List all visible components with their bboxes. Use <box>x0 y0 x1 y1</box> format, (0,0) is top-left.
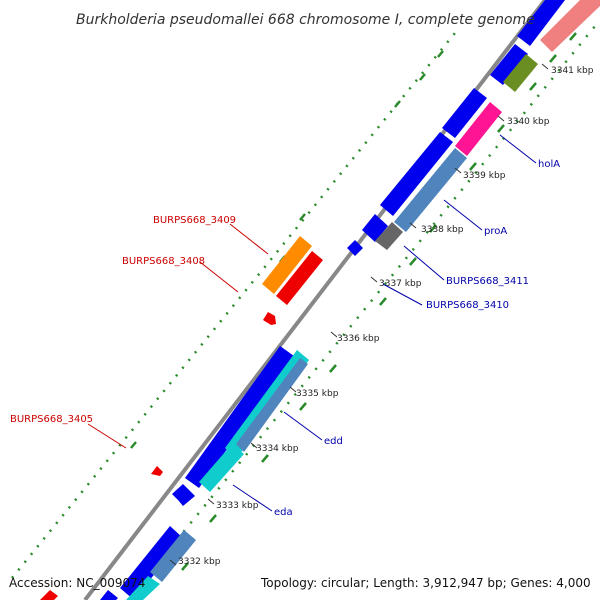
gc-dots-right <box>127 19 600 600</box>
cds-forward-3405[interactable] <box>151 466 163 476</box>
cds-forward-3409[interactable] <box>262 236 312 294</box>
accession-text: Accession: NC_009074 <box>9 576 145 590</box>
cds-inner-salmon[interactable] <box>540 0 600 52</box>
tick-3335: 3335 kbp <box>296 389 339 399</box>
tick-3332: 3332 kbp <box>178 557 221 567</box>
cds-reverse-5[interactable] <box>347 240 363 256</box>
topology-summary-text: Topology: circular; Length: 3,912,947 bp… <box>260 576 591 590</box>
reverse-strand-outer <box>100 0 565 600</box>
tick-3334: 3334 kbp <box>256 444 299 454</box>
tick-3338: 3338 kbp <box>421 225 464 235</box>
cds-inner-steel-edd[interactable] <box>236 358 308 452</box>
gene-label-edd[interactable]: edd <box>324 436 343 447</box>
cds-inner-steel-proa[interactable] <box>394 148 467 232</box>
tick-3341: 3341 kbp <box>551 66 594 76</box>
cds-inner-cyan-1[interactable] <box>126 576 160 600</box>
label-leader-lines <box>87 134 537 512</box>
gene-label-proa[interactable]: proA <box>484 226 507 237</box>
cds-inner-pink-hola[interactable] <box>455 102 502 156</box>
gene-label-burps668-3405[interactable]: BURPS668_3405 <box>10 414 93 425</box>
cds-inner-olive[interactable] <box>503 54 538 92</box>
cds-reverse-7[interactable] <box>380 132 453 216</box>
tick-3340: 3340 kbp <box>507 117 550 127</box>
gene-label-hola[interactable]: holA <box>538 159 560 170</box>
gene-label-burps668-3410[interactable]: BURPS668_3410 <box>426 300 509 311</box>
tick-labels: 3332 kbp 3333 kbp 3334 kbp 3335 kbp 3336… <box>178 66 594 567</box>
cds-forward-3408b[interactable] <box>276 251 323 305</box>
gene-labels: BURPS668_3409 BURPS668_3408 BURPS668_340… <box>10 159 560 518</box>
tick-3339: 3339 kbp <box>463 171 506 181</box>
gene-label-eda[interactable]: eda <box>274 507 293 518</box>
cds-forward-3408[interactable] <box>263 312 276 325</box>
gc-dashes <box>130 32 577 571</box>
cds-reverse-1[interactable] <box>100 590 118 600</box>
cds-reverse-10[interactable] <box>517 0 565 46</box>
gene-label-burps668-3409[interactable]: BURPS668_3409 <box>153 215 236 226</box>
gc-dots-left <box>11 32 456 579</box>
tick-3336: 3336 kbp <box>337 334 380 344</box>
cds-reverse-2[interactable] <box>120 526 183 600</box>
tick-marks <box>169 63 549 566</box>
gene-label-burps668-3408[interactable]: BURPS668_3408 <box>122 256 205 267</box>
cds-reverse-3[interactable] <box>172 484 195 506</box>
cds-reverse-6[interactable] <box>362 214 388 242</box>
gene-label-burps668-3411[interactable]: BURPS668_3411 <box>446 276 529 287</box>
cds-inner-cyan-eda[interactable] <box>199 444 244 492</box>
cds-reverse-4[interactable] <box>185 346 294 488</box>
cds-reverse-9[interactable] <box>490 44 528 85</box>
cds-inner-gray-3411[interactable] <box>375 222 403 250</box>
cds-forward-bottom[interactable] <box>40 590 58 600</box>
tick-3337: 3337 kbp <box>379 279 422 289</box>
cds-inner-steel-1[interactable] <box>150 530 196 582</box>
forward-strand <box>40 236 323 600</box>
reverse-strand-inner <box>126 0 600 600</box>
tick-3333: 3333 kbp <box>216 501 259 511</box>
map-title: Burkholderia pseudomallei 668 chromosome… <box>76 12 535 28</box>
cds-reverse-8[interactable] <box>442 88 487 138</box>
